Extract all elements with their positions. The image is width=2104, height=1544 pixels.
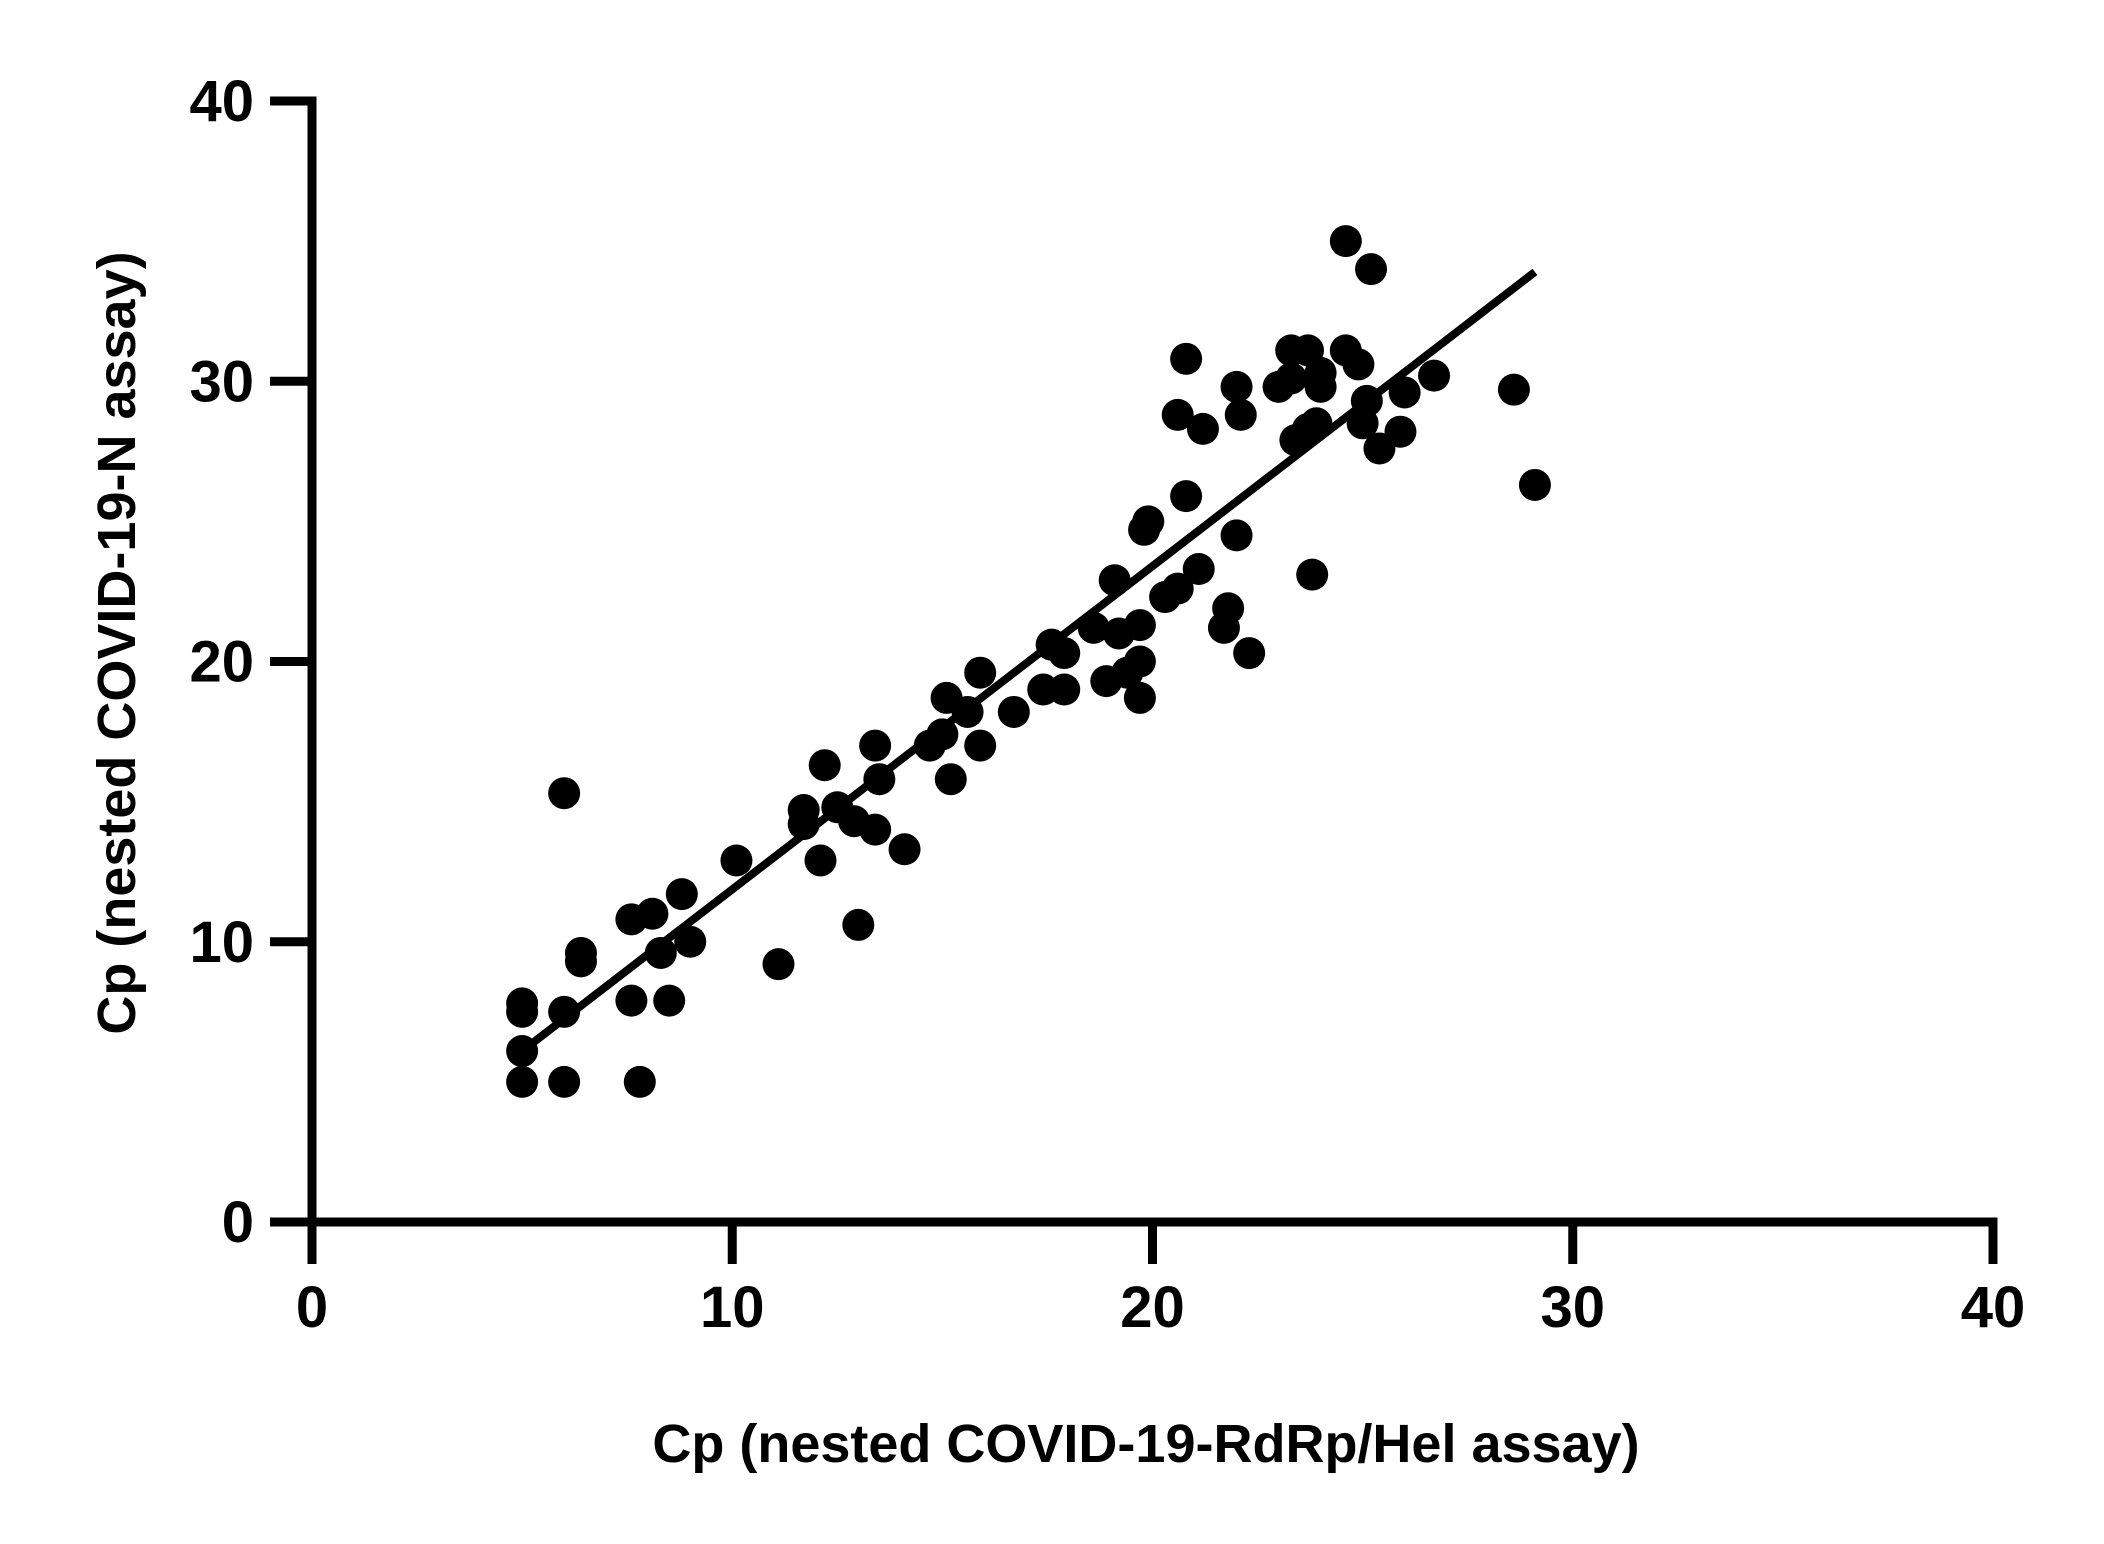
data-point [1418,359,1451,392]
regression-line [519,268,1538,1055]
data-point [1212,592,1245,625]
x-tick-label: 10 [700,1275,765,1340]
data-point [787,794,820,827]
data-point [997,695,1030,728]
x-tick-label: 30 [1540,1275,1605,1340]
data-point [804,844,837,877]
data-point [1497,373,1530,406]
data-point [1224,398,1257,431]
data-point [636,897,669,930]
data-point [934,763,967,796]
y-tick-label: 30 [189,349,254,414]
data-point [1220,519,1253,552]
x-axis-title: Cp (nested COVID-19-RdRp/Hel assay) [652,1414,1639,1474]
data-point [564,936,597,969]
data-point [1329,225,1362,258]
data-point [888,833,921,866]
data-point [1388,376,1421,409]
x-tick-label: 40 [1961,1275,2026,1340]
data-point [1161,572,1194,605]
y-tick-label: 20 [189,630,254,695]
data-point [1161,398,1194,431]
data-point [964,729,997,762]
x-tick-label: 20 [1120,1275,1185,1340]
data-point [1275,362,1308,395]
data-point [1220,370,1253,403]
data-point [506,1065,539,1098]
y-axis-title: Cp (nested COVID-19-N assay) [87,251,147,1034]
data-point [1296,558,1329,591]
data-point [808,749,841,782]
data-point [1186,412,1219,445]
data-point [1123,645,1156,678]
data-point [623,1065,656,1098]
data-point [1518,468,1551,501]
data-point [1384,415,1417,448]
data-point [762,948,795,981]
data-point [615,984,648,1017]
y-tick-label: 10 [189,910,254,975]
data-point [548,995,581,1028]
data-point [1304,356,1337,389]
data-point [720,844,753,877]
data-point [1182,553,1215,586]
y-axis-ticks: 0 10 20 30 40 [189,69,312,1255]
data-point [859,729,892,762]
data-point [1342,348,1375,381]
data-point [1123,609,1156,642]
data-point [964,656,997,689]
data-point [1048,673,1081,706]
data-point [859,813,892,846]
x-axis-ticks: 0 10 20 30 40 [296,1222,2025,1340]
data-point [1132,505,1165,538]
data-point [653,984,686,1017]
data-point [674,925,707,958]
data-point [548,1065,581,1098]
data-point [548,777,581,810]
data-point [1170,480,1203,513]
y-tick-label: 40 [189,69,254,134]
data-point [1233,637,1266,670]
data-point [644,936,677,969]
data-point [506,987,539,1020]
data-point [665,878,698,911]
data-point [1170,342,1203,375]
x-tick-label: 0 [296,1275,328,1340]
data-point [1123,681,1156,714]
data-points [506,225,1551,1098]
y-tick-label: 0 [222,1190,254,1255]
data-point [1355,253,1388,286]
data-point [842,908,875,941]
